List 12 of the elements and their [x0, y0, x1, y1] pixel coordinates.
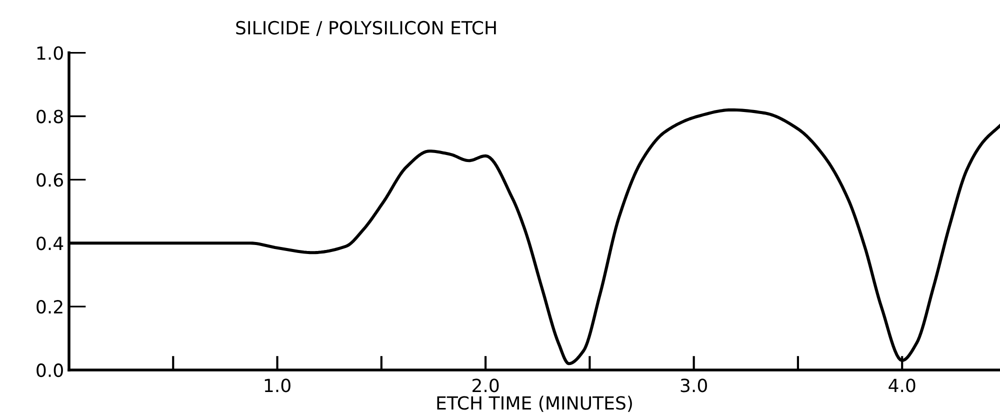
y-tick-label: 0.8 [36, 110, 63, 124]
x-tick-label: 1.0 [264, 378, 290, 392]
chart-title: SILICIDE / POLYSILICON ETCH [236, 20, 496, 36]
x-tick-label: 3.0 [680, 378, 707, 392]
x-axis-title: ETCH TIME (MINUTES) [437, 396, 632, 412]
x-tick-label: 4.0 [888, 378, 916, 392]
y-tick-label: 0.6 [36, 173, 64, 187]
y-tick-label: 1.0 [37, 46, 63, 60]
x-tick-label: 2.0 [472, 378, 499, 392]
y-tick-label: 0.4 [36, 236, 64, 250]
y-tick-label: 0.2 [36, 300, 62, 314]
y-tick-label: 0.0 [36, 363, 63, 378]
